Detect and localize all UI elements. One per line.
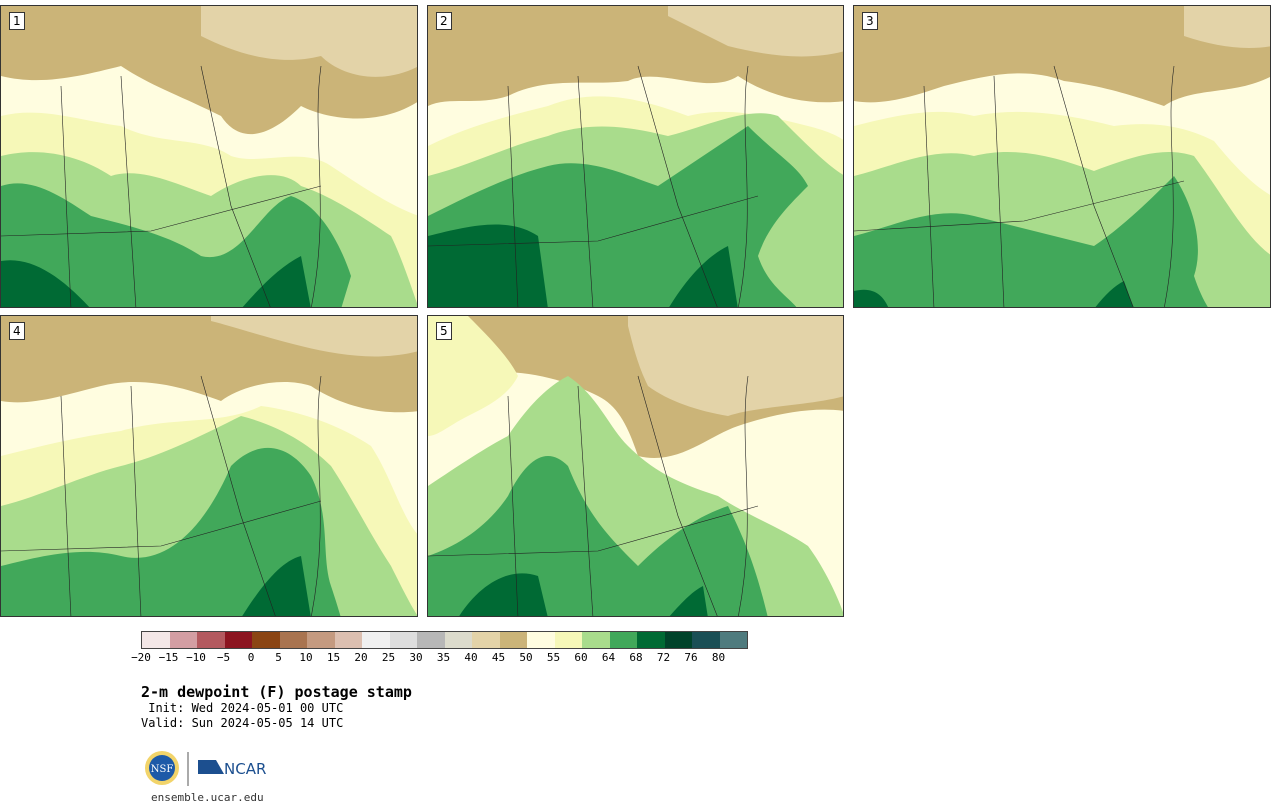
- colorbar-tick-label: 10: [299, 651, 313, 664]
- colorbar-segment: [197, 632, 225, 648]
- map-panel-5: [428, 316, 843, 616]
- colorbar-tick-label: 40: [464, 651, 478, 664]
- colorbar-tick-label: 25: [381, 651, 396, 664]
- colorbar-segment: [279, 632, 307, 648]
- panel-number: 3: [862, 12, 878, 30]
- colorbar-segment: [719, 632, 747, 648]
- colorbar-tick-label: 50: [519, 651, 533, 664]
- colorbar-tick-label: 80: [711, 651, 726, 664]
- colorbar-tick-label: 15: [326, 651, 341, 664]
- valid-time: Valid: Sun 2024-05-05 14 UTC: [141, 716, 344, 730]
- chart-title: 2-m dewpoint (F) postage stamp: [141, 683, 412, 701]
- colorbar-tick-label: 60: [574, 651, 588, 664]
- colorbar-tick-label: 0: [247, 651, 255, 664]
- site-url: ensemble.ucar.edu: [151, 791, 264, 804]
- nsf-logo-text: NSF: [151, 764, 174, 775]
- colorbar-tick-label: 76: [684, 651, 698, 664]
- colorbar-segment: [224, 632, 252, 648]
- map-panel-1: [1, 6, 417, 307]
- member-panel-3: 3: [853, 5, 1271, 308]
- colorbar-tick-label: 5: [275, 651, 282, 664]
- colorbar-segment: [609, 632, 637, 648]
- colorbar-segment: [417, 632, 445, 648]
- colorbar-segment: [472, 632, 500, 648]
- colorbar-segment: [527, 632, 555, 648]
- colorbar-tick-label: −15: [158, 651, 179, 664]
- colorbar-segment: [252, 632, 280, 648]
- member-panel-5: 5: [427, 315, 844, 617]
- panel-number: 4: [9, 322, 25, 340]
- colorbar-tick-label: −20: [131, 651, 151, 664]
- ncar-logo-text: NCAR: [224, 760, 266, 778]
- colorbar-tick-label: 72: [656, 651, 671, 664]
- logos: NSF NCAR: [144, 750, 274, 790]
- colorbar-segment: [554, 632, 582, 648]
- colorbar-tick-label: 20: [354, 651, 368, 664]
- init-time: Init: Wed 2024-05-01 00 UTC: [141, 701, 344, 715]
- colorbar-segment: [142, 632, 170, 648]
- colorbar-segment: [499, 632, 527, 648]
- colorbar-segment: [307, 632, 335, 648]
- map-panel-3: [854, 6, 1270, 307]
- colorbar-segment: [389, 632, 417, 648]
- member-panel-4: 4: [0, 315, 418, 617]
- colorbar-segment: [334, 632, 362, 648]
- panel-number: 1: [9, 12, 25, 30]
- member-panel-1: 1: [0, 5, 418, 308]
- panel-number: 5: [436, 322, 452, 340]
- colorbar-tick-label: 55: [546, 651, 561, 664]
- ncar-logo: NCAR: [198, 760, 266, 778]
- colorbar-segment: [692, 632, 720, 648]
- nsf-logo: NSF: [145, 751, 179, 785]
- logo-group: NSF NCAR: [145, 751, 266, 786]
- colorbar: [141, 631, 748, 649]
- colorbar-segment: [637, 632, 665, 648]
- colorbar-segment: [169, 632, 197, 648]
- colorbar-tick-label: 64: [601, 651, 616, 664]
- map-panel-2: [428, 6, 843, 307]
- colorbar-tick-label: −5: [216, 651, 231, 664]
- colorbar-segment: [362, 632, 390, 648]
- colorbar-tick-label: 45: [491, 651, 506, 664]
- colorbar-ticks: −20 −15 −10 −5 0 5 10 15 20 25 30 35 40 45 50 55 60 64 68 7…: [131, 651, 761, 667]
- member-panel-2: 2: [427, 5, 844, 308]
- colorbar-tick-label: −10: [186, 651, 206, 664]
- colorbar-segment: [582, 632, 610, 648]
- panel-number: 2: [436, 12, 452, 30]
- map-panel-4: [1, 316, 417, 616]
- colorbar-tick-label: 35: [436, 651, 451, 664]
- colorbar-segment: [664, 632, 692, 648]
- colorbar-tick-label: 30: [409, 651, 423, 664]
- colorbar-segment: [444, 632, 472, 648]
- colorbar-tick-label: 68: [629, 651, 643, 664]
